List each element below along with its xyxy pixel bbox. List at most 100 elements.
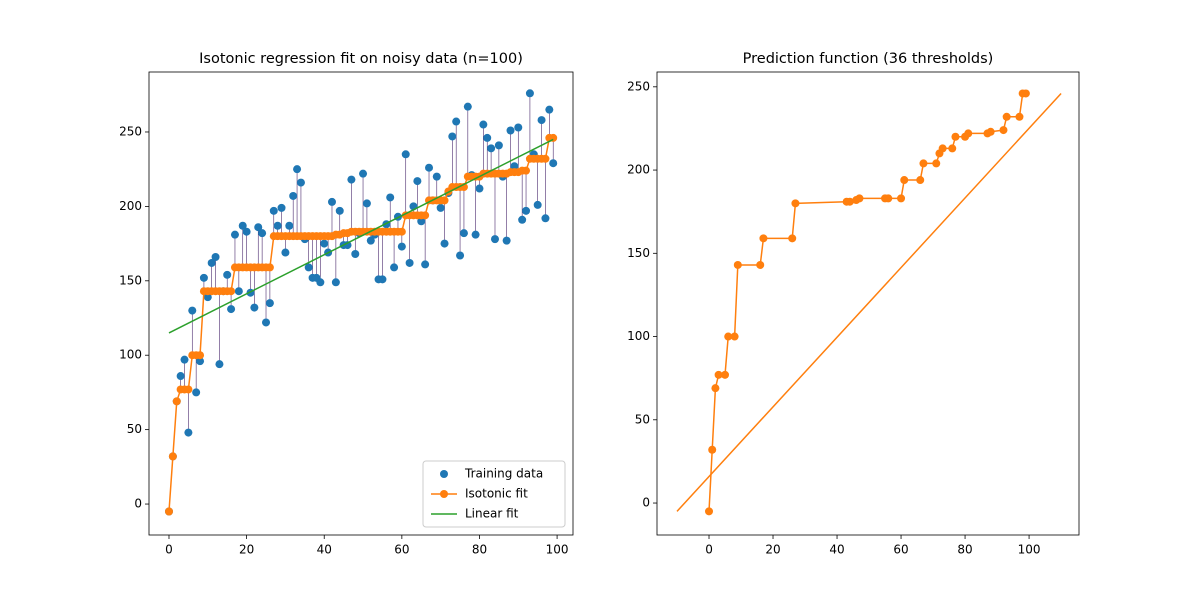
threshold-point [708,445,717,454]
training-point [487,144,496,153]
training-point [549,159,558,168]
isotonic-point [227,287,236,296]
training-point [459,229,468,238]
threshold-point [932,159,941,168]
y-tick-label: 50 [635,412,650,426]
threshold-point [724,332,733,341]
x-tick-label: 0 [705,543,713,557]
isotonic-point [440,196,449,205]
x-tick-label: 60 [893,543,908,557]
training-point [285,221,294,230]
training-point [545,105,554,114]
training-point [211,252,220,261]
threshold-point [714,370,723,379]
training-point [506,126,515,135]
training-point [176,372,185,381]
legend-marker [440,470,448,478]
threshold-point [855,194,864,203]
isotonic-point [164,507,173,516]
x-tick-label: 40 [829,543,844,557]
isotonic-line [168,137,554,512]
training-point [296,178,305,187]
chart-title: Prediction function (36 thresholds) [743,51,994,67]
chart-title: Isotonic regression fit on noisy data (n… [199,51,523,67]
training-point [269,206,278,215]
training-point [180,355,189,364]
isotonic-point [541,154,550,163]
isotonic-point [196,351,205,360]
training-point [230,230,239,239]
training-point [421,260,430,269]
threshold-point [897,194,906,203]
threshold-point [951,132,960,141]
training-point [265,299,274,308]
threshold-point [1021,89,1030,98]
training-point [331,278,340,287]
threshold-point [948,144,957,153]
training-point [366,236,375,245]
training-point [281,248,290,257]
threshold-point [900,176,909,185]
training-point [471,230,480,239]
training-point [347,175,356,184]
training-point [277,203,286,212]
isotonic-point [184,385,193,394]
linear-fit-line [168,138,554,334]
y-tick-label: 100 [627,329,650,343]
threshold-point [845,197,854,206]
training-point [413,177,422,186]
threshold-point [999,126,1008,135]
training-point [390,263,399,272]
training-point [502,236,511,245]
training-point [343,241,352,250]
training-point [510,162,519,171]
training-point [215,360,224,369]
training-point [316,278,325,287]
training-point [293,165,302,174]
training-point [223,270,232,279]
training-point [242,227,251,236]
training-point [327,197,336,206]
x-tick-label: 40 [317,543,332,557]
training-point [440,239,449,248]
training-point [238,221,247,230]
threshold-point [964,129,973,138]
training-point [522,206,531,215]
threshold-point [791,199,800,208]
plot-area [676,89,1062,516]
training-point [436,203,445,212]
training-point [483,133,492,142]
x-tick-label: 20 [239,543,254,557]
threshold-point [705,507,714,516]
training-point [378,275,387,284]
training-point [518,215,527,224]
threshold-point [788,234,797,243]
training-point [475,184,484,193]
threshold-point [986,127,995,136]
threshold-point [759,234,768,243]
training-point [533,200,542,209]
isotonic-point [168,452,177,461]
training-point [514,123,523,132]
training-point [203,293,212,302]
training-point [234,287,243,296]
y-tick-label: 250 [627,79,650,93]
x-tick-label: 80 [957,543,972,557]
training-point [448,132,457,141]
threshold-point [711,384,720,393]
training-point [273,221,282,230]
x-tick-label: 100 [546,543,569,557]
training-point [386,193,395,202]
x-tick-label: 80 [472,543,487,557]
training-point [425,163,434,172]
training-point [432,172,441,181]
training-point [359,169,368,178]
training-point [417,217,426,226]
threshold-point [733,260,742,269]
training-point [351,250,360,259]
threshold-point [884,194,893,203]
threshold-point [721,370,730,379]
training-point [304,263,313,272]
training-point [188,306,197,315]
